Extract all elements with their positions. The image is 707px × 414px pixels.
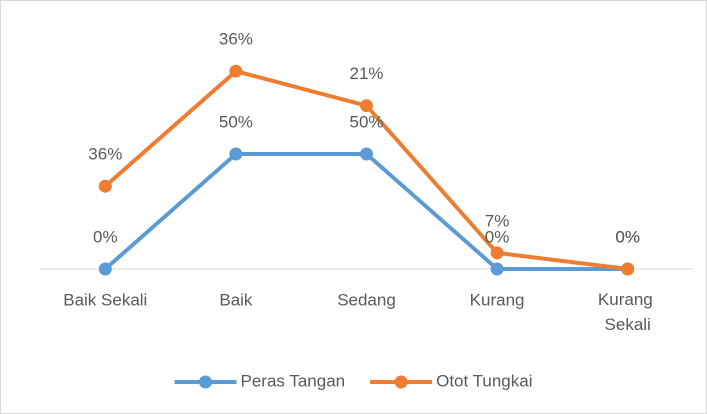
data-label: 0%: [485, 227, 510, 246]
data-point: [98, 179, 112, 193]
legend-marker: [394, 375, 408, 389]
data-label: 21%: [349, 64, 383, 83]
data-point: [98, 262, 112, 276]
data-label: 0%: [93, 227, 118, 246]
data-point: [360, 99, 373, 113]
data-point: [490, 246, 504, 260]
data-point: [490, 262, 504, 276]
data-label: 36%: [219, 30, 253, 49]
data-point: [229, 64, 243, 78]
legend-marker: [199, 375, 212, 389]
legend: Peras Tangan Otot Tungkai: [174, 371, 533, 390]
data-label: 50%: [349, 112, 383, 131]
data-point: [621, 262, 635, 276]
data-label: 0%: [615, 227, 640, 246]
legend-label: Peras Tangan: [241, 371, 346, 390]
data-label: 7%: [485, 211, 510, 230]
data-label: 50%: [219, 112, 253, 131]
x-tick-label: Kurang: [470, 290, 525, 309]
x-tick-label: Sedang: [337, 290, 396, 309]
data-label: 36%: [88, 145, 122, 164]
legend-label: Otot Tungkai: [436, 371, 532, 390]
data-point: [229, 147, 243, 161]
x-tick-label: Baik: [219, 290, 253, 309]
data-label: 0%: [615, 227, 640, 246]
x-tick-label: Baik Sekali: [63, 290, 147, 309]
data-point: [360, 147, 373, 161]
x-tick-label: Kurang Sekali: [598, 290, 658, 334]
